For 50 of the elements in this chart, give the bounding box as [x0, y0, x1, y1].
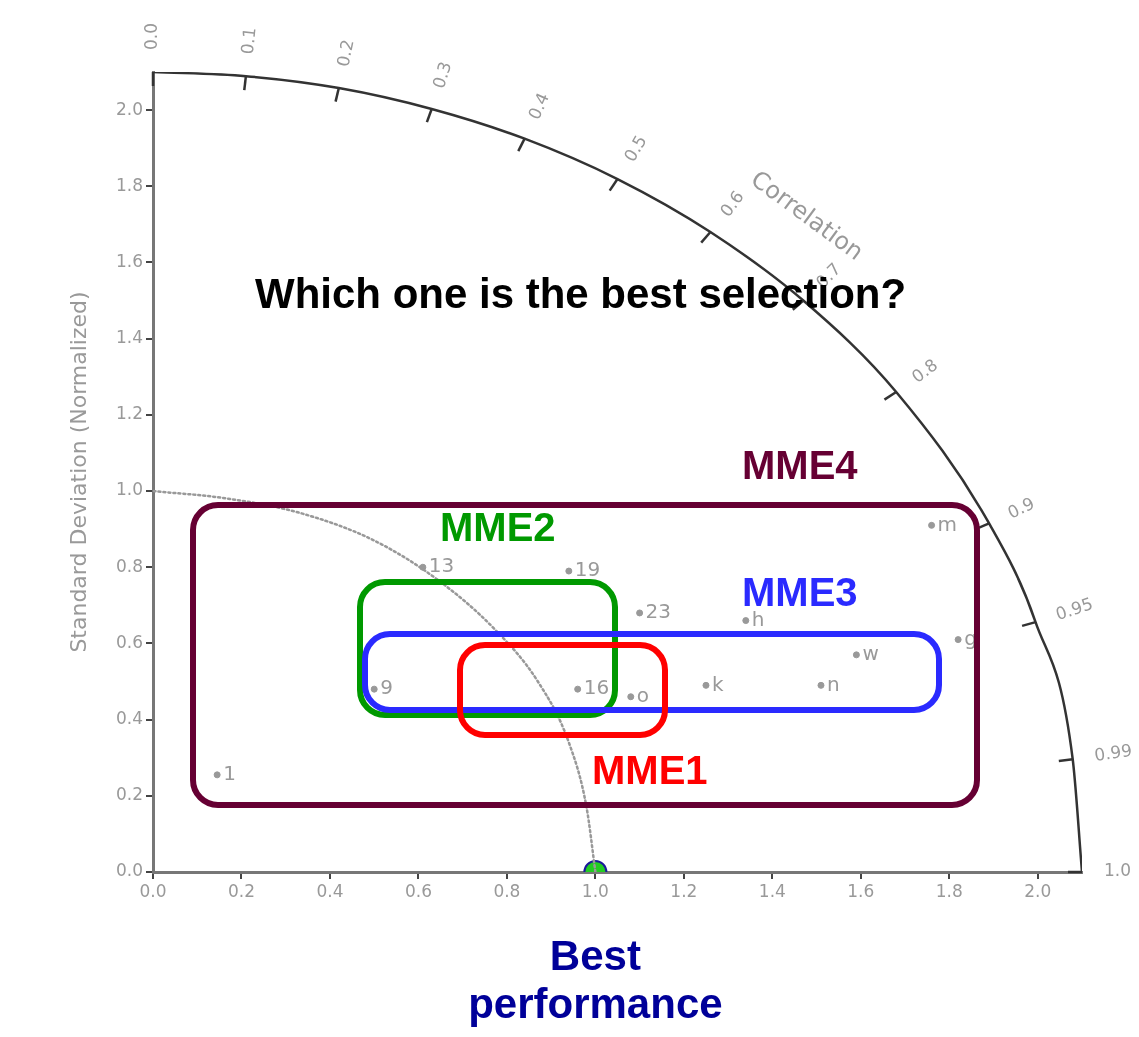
series-label: n — [827, 671, 840, 696]
annotation: 0.6 — [715, 186, 748, 221]
x-tick-label: 0.8 — [493, 880, 521, 901]
series-label: o — [636, 682, 650, 707]
x-tick-label: 1.4 — [758, 880, 786, 901]
annotation: MME2 — [440, 505, 556, 550]
annotation: 0.95 — [1053, 593, 1096, 625]
y-tick-label: 0.6 — [115, 631, 143, 652]
annotation: MME1 — [592, 748, 708, 793]
text: 0.99 — [1092, 739, 1134, 765]
x-tick-label: 1.6 — [847, 880, 875, 901]
x-tick-label: 0.6 — [404, 880, 432, 901]
y-tick-label: 2.0 — [115, 98, 143, 119]
y-axis-title: Standard Deviation (Normalized) — [65, 291, 91, 653]
text: Best performance — [468, 931, 723, 1027]
y-tick-label: 0.8 — [115, 555, 143, 576]
series-label: 9 — [380, 675, 393, 700]
x-tick-label: 1.0 — [581, 880, 609, 901]
series-label: w — [862, 641, 879, 666]
text: 0.0 — [141, 22, 162, 50]
y-tick-label: 0.4 — [115, 708, 143, 729]
x-tick-label: 0.4 — [316, 880, 344, 901]
annotation: 0.5 — [619, 131, 651, 165]
x-tick-label: 2.0 — [1024, 880, 1052, 901]
series-label: 16 — [583, 675, 610, 700]
annotation: 0.4 — [523, 89, 554, 123]
series-label: 13 — [428, 553, 455, 578]
x-tick-label: 0.0 — [139, 880, 167, 901]
x-tick-label: 0.2 — [227, 880, 255, 901]
text: 1.0 — [1104, 860, 1132, 881]
x-tick-label: 1.2 — [670, 880, 698, 901]
series-label: 23 — [645, 599, 672, 624]
y-tick-label: 1.4 — [115, 327, 143, 348]
y-tick-label: 1.0 — [115, 479, 143, 500]
y-tick-label: 0.0 — [115, 860, 143, 881]
series-label: 19 — [574, 557, 601, 582]
annotation: 0.9 — [1004, 492, 1038, 523]
y-tick-label: 1.8 — [115, 174, 143, 195]
x-tick-label: 1.8 — [935, 880, 963, 901]
series-label: k — [711, 671, 724, 696]
y-tick-label: 1.2 — [115, 403, 143, 424]
annotation: 0.8 — [907, 354, 942, 387]
text: 0.1 — [236, 26, 260, 56]
y-tick-label: 0.2 — [115, 784, 143, 805]
series-label: 1 — [223, 761, 236, 786]
annotation: 0.3 — [428, 59, 456, 91]
series-label: m — [937, 511, 958, 536]
annotation: MME4 — [742, 443, 858, 488]
text: 0.2 — [332, 37, 358, 69]
y-tick-label: 1.6 — [115, 250, 143, 271]
